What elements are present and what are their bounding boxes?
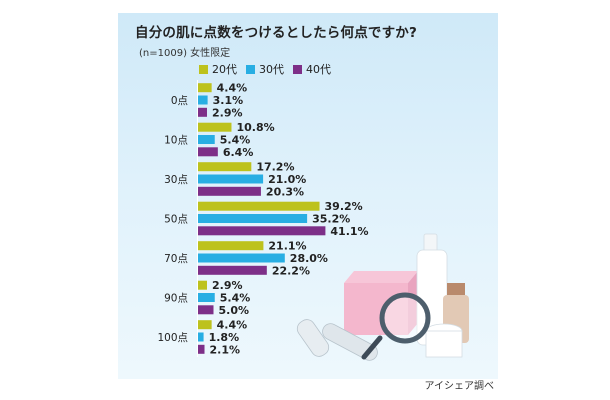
plot-area: 0点4.4%3.1%2.9%10点10.8%5.4%6.4%30点17.2%21… xyxy=(157,80,369,357)
category-label: 0点 xyxy=(171,95,188,107)
bar-40s xyxy=(198,226,326,236)
data-label: 1.8% xyxy=(209,331,240,344)
data-label: 4.4% xyxy=(217,319,248,332)
category-label: 10点 xyxy=(164,135,188,147)
data-label: 21.0% xyxy=(268,173,306,186)
bar-40s xyxy=(198,147,218,157)
bar-40s xyxy=(198,186,261,196)
data-label: 2.1% xyxy=(210,343,241,356)
bar-20s xyxy=(198,83,212,93)
box-top xyxy=(344,271,418,283)
legend-label-40s: 40代 xyxy=(306,63,331,76)
device-head xyxy=(296,319,330,357)
bar-30s xyxy=(198,214,308,223)
legend-item-40s: 40代 xyxy=(293,62,331,76)
legend-item-30s: 30代 xyxy=(246,62,284,76)
bar-30s xyxy=(198,135,215,144)
legend-item-20s: 20代 xyxy=(199,62,237,76)
bar-40s xyxy=(198,265,267,275)
box-side xyxy=(408,271,418,335)
data-label: 35.2% xyxy=(312,213,350,226)
data-label: 5.4% xyxy=(220,292,251,305)
data-label: 10.8% xyxy=(236,121,274,134)
data-label: 21.1% xyxy=(268,240,306,253)
category-label: 70点 xyxy=(164,253,188,265)
data-label: 6.4% xyxy=(223,146,254,159)
legend-swatch-20s xyxy=(199,64,208,74)
legend-label-20s: 20代 xyxy=(212,63,237,76)
bar-30s xyxy=(198,332,204,342)
data-label: 2.9% xyxy=(212,106,243,119)
data-label: 5.4% xyxy=(220,134,251,147)
device-handle xyxy=(322,323,378,361)
chart-subtitle: (n=1009) 女性限定 xyxy=(139,48,231,59)
bar-20s xyxy=(198,320,212,330)
source-note: アイシェア調べ xyxy=(424,381,495,392)
data-label: 4.4% xyxy=(217,82,248,95)
category-label: 30点 xyxy=(164,174,188,186)
bar-20s xyxy=(198,122,232,132)
bar-40s xyxy=(198,344,205,354)
data-label: 3.1% xyxy=(213,94,244,107)
chart-title: 自分の肌に点数をつけるとしたら何点ですか? xyxy=(135,25,418,41)
data-label: 39.2% xyxy=(325,200,363,213)
data-label: 41.1% xyxy=(330,225,368,238)
bar-20s xyxy=(198,280,207,290)
pump-head xyxy=(423,233,438,253)
bar-30s xyxy=(198,95,208,105)
bar-20s xyxy=(198,201,320,211)
category-label: 50点 xyxy=(164,214,188,226)
bar-40s xyxy=(198,107,207,117)
bar-30s xyxy=(198,253,285,263)
magnifier-handle xyxy=(361,335,383,360)
legend-label-30s: 30代 xyxy=(259,63,284,76)
data-label: 17.2% xyxy=(256,161,294,174)
data-label: 28.0% xyxy=(290,252,328,265)
data-label: 22.2% xyxy=(272,264,310,277)
small-bottle-cap xyxy=(447,283,465,295)
jar-body xyxy=(425,330,463,358)
magnifier-icon xyxy=(379,292,431,344)
data-label: 20.3% xyxy=(266,185,304,198)
category-label: 100点 xyxy=(157,332,188,344)
cosmetics-illustration xyxy=(296,233,469,361)
data-label: 2.9% xyxy=(212,279,243,292)
data-label: 5.0% xyxy=(219,304,250,317)
bar-30s xyxy=(198,293,215,302)
bar-20s xyxy=(198,241,264,251)
category-label: 90点 xyxy=(164,293,188,305)
legend-swatch-40s xyxy=(293,64,302,74)
bar-30s xyxy=(198,174,264,184)
box-front xyxy=(344,283,408,335)
bar-20s xyxy=(198,162,252,172)
bar-40s xyxy=(198,305,214,315)
legend-swatch-30s xyxy=(246,64,255,74)
